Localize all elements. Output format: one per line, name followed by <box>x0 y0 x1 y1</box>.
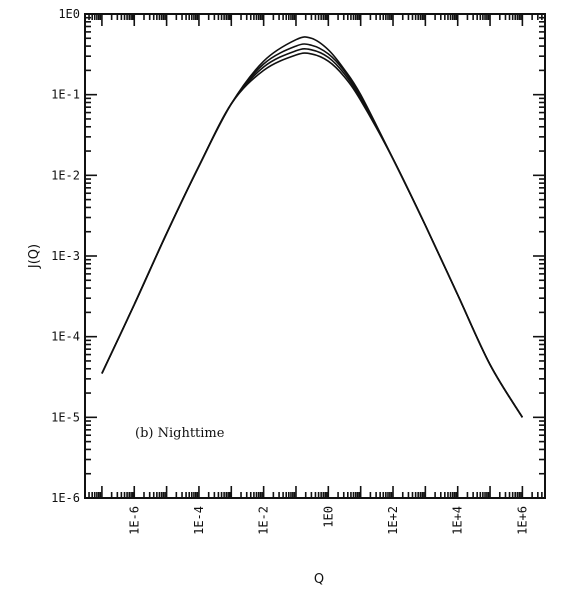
x-tick-label: 1E-2 <box>257 506 271 535</box>
series-line-4 <box>101 52 524 418</box>
y-tick-label: 1E-6 <box>51 491 80 505</box>
x-axis-label: Q <box>314 572 324 587</box>
x-tick-label: 1E+6 <box>515 506 529 535</box>
y-tick-label: 1E-3 <box>51 249 80 263</box>
series-line-2 <box>101 43 524 418</box>
series-line-1 <box>101 36 524 418</box>
y-tick-label: 1E0 <box>58 7 80 21</box>
axis-ticks <box>84 13 546 499</box>
tick-labels: 1E-6 1E-4 1E-2 1E0 1E+2 1E+4 1E+6 1E0 1E-1 1E-2 1E… <box>51 7 529 535</box>
x-tick-label: 1E0 <box>321 506 335 528</box>
y-axis-label: J(Q) <box>27 244 42 269</box>
annotation-nighttime: (b) Nighttime <box>135 426 225 441</box>
series-line-3 <box>101 47 524 418</box>
y-tick-label: 1E-2 <box>51 168 80 182</box>
x-tick-label: 1E-6 <box>127 506 141 535</box>
y-tick-label: 1E-1 <box>51 88 80 102</box>
x-tick-label: 1E+4 <box>451 506 465 535</box>
y-tick-label: 1E-4 <box>51 330 80 344</box>
data-curves <box>101 36 524 418</box>
x-tick-label: 1E+2 <box>386 506 400 535</box>
x-tick-label: 1E-4 <box>192 506 206 535</box>
y-tick-label: 1E-5 <box>51 410 80 424</box>
